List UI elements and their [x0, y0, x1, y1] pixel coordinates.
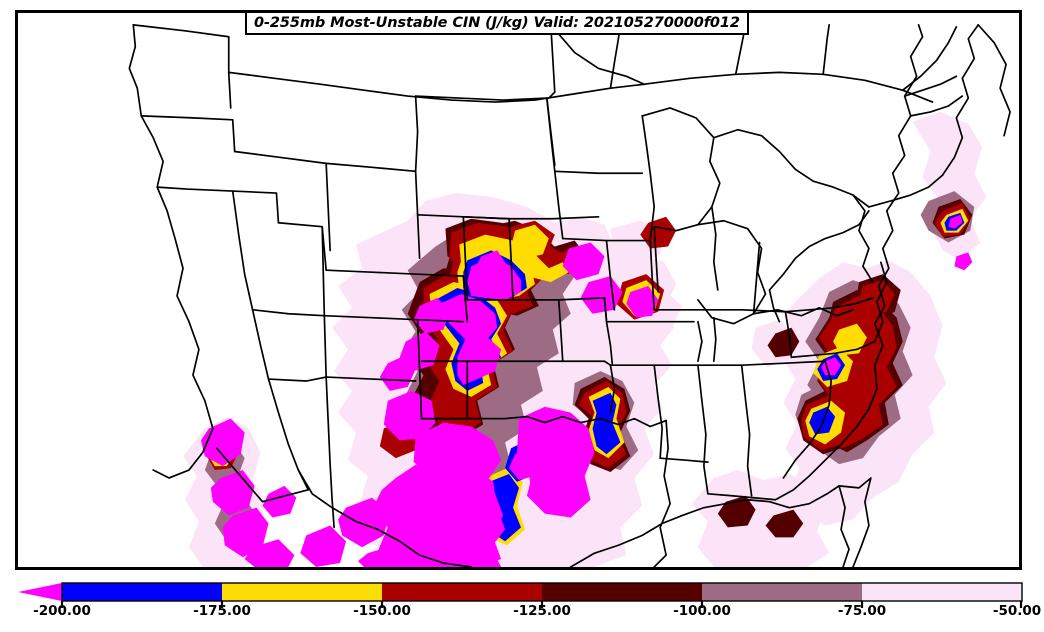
ny-canada	[868, 174, 944, 208]
in-ky-line	[712, 316, 717, 363]
colorbar: -200.00 -175.00 -150.00 -125.00 -100.00 …	[0, 578, 1044, 632]
oh-pa-line	[752, 241, 761, 315]
ne-wy-border	[462, 215, 469, 301]
sd-interior-line	[508, 217, 514, 301]
colorbar-tick-label-6: -50.00	[992, 603, 1042, 619]
colorbar-swatches	[18, 582, 1023, 608]
tx-la-border	[653, 419, 671, 567]
colorbar-segment-yellow	[222, 583, 382, 601]
tn-border-south	[697, 360, 827, 367]
mo-il-ky-line	[653, 308, 787, 313]
canada-lake-woods	[549, 24, 646, 86]
maine-coast	[977, 24, 1011, 137]
ok-tx-red-river	[526, 415, 667, 428]
florida-peninsula-west	[838, 485, 850, 567]
colorbar-tick-label-1: -175.00	[193, 603, 251, 619]
mi-in-oh-line	[710, 206, 719, 291]
co-nm-border	[323, 314, 465, 323]
ar-ms-border	[653, 364, 663, 460]
great-lakes-north	[712, 128, 870, 208]
ok-ar-border	[609, 364, 616, 414]
colorbar-segment-crimson	[382, 583, 542, 601]
map-plot-area	[15, 10, 1022, 570]
ga-sc-border	[782, 360, 832, 479]
ne-ks-mo-line	[557, 299, 564, 363]
colorbar-tick-label-2: -150.00	[353, 603, 411, 619]
sd-ne-border	[462, 215, 600, 220]
colorbar-segment-pale-pink	[862, 583, 1022, 601]
ia-ne-east	[605, 239, 616, 311]
canada-st-lawrence	[901, 26, 958, 92]
ms-al-border	[697, 364, 709, 495]
ma-nh-border	[909, 95, 964, 117]
new-england-coast	[941, 24, 980, 177]
wa-border	[132, 24, 232, 109]
cin-band-magenta	[200, 214, 973, 567]
ks-mo-border	[603, 297, 614, 367]
canada-border-east	[643, 71, 934, 103]
state-boundaries-layer	[128, 24, 1011, 567]
colorbar-extend-arrow-min	[18, 583, 62, 601]
va-md-coast	[874, 261, 888, 343]
pacific-coastline	[128, 24, 214, 479]
lake-michigan-huron	[697, 219, 767, 325]
cin-fill-layer	[183, 111, 987, 567]
canada-border-west	[227, 71, 646, 103]
map-title-box: 0-255mb Most-Unstable CIN (J/kg) Valid: …	[245, 11, 749, 35]
colorbar-segment-dark-maroon	[542, 583, 702, 601]
pa-ny-border	[852, 194, 874, 283]
colorbar-ticks	[60, 601, 1023, 608]
canada-interior-3	[822, 24, 830, 76]
gulf-state-south	[707, 492, 777, 501]
nm-tx-border	[416, 318, 423, 420]
colorbar-tick-label-0: -200.00	[33, 603, 91, 619]
ky-tn-west	[697, 320, 703, 363]
wv-pa-border	[768, 210, 870, 291]
wi-mn-border	[641, 115, 656, 242]
nv-az-line	[251, 308, 326, 317]
wy-co-north	[325, 269, 465, 277]
atlantic-coastline	[774, 24, 924, 501]
colorbar-segment-mauve	[702, 583, 862, 601]
wi-il-border	[653, 225, 660, 293]
or-wa-border	[140, 115, 236, 153]
tx-mexico-south	[442, 562, 473, 567]
us-mexico-border-west	[297, 469, 445, 564]
al-ga-border	[740, 364, 753, 497]
colorbar-segment-blue	[62, 583, 222, 601]
colorbar-tick-label-4: -100.00	[673, 603, 731, 619]
nc-va-border	[790, 340, 876, 359]
map-title-text: 0-255mb Most-Unstable CIN (J/kg) Valid: …	[254, 15, 740, 31]
mn-upper	[547, 24, 556, 99]
colorbar-tick-label-5: -75.00	[837, 603, 887, 619]
la-ar-border	[659, 457, 709, 463]
florida-peninsula-east	[838, 477, 872, 567]
gulf-coastline	[569, 485, 840, 567]
co-ks-border	[462, 275, 469, 323]
mt-nd-line	[414, 95, 419, 173]
ks-ok-border	[466, 360, 612, 367]
va-wv-south	[784, 297, 874, 313]
lake-superior-michigan	[641, 107, 721, 232]
ut-nv-line	[321, 225, 327, 378]
ok-tx-panhandle	[420, 415, 528, 420]
wv-ky-border	[768, 289, 781, 323]
colorbar-tick-label-3: -125.00	[513, 603, 571, 619]
vt-nh-line	[903, 75, 958, 97]
ca-nv-border	[215, 190, 310, 503]
mn-interior	[553, 170, 644, 175]
cin-contour-map	[18, 13, 1019, 567]
ky-va-line	[784, 310, 793, 359]
